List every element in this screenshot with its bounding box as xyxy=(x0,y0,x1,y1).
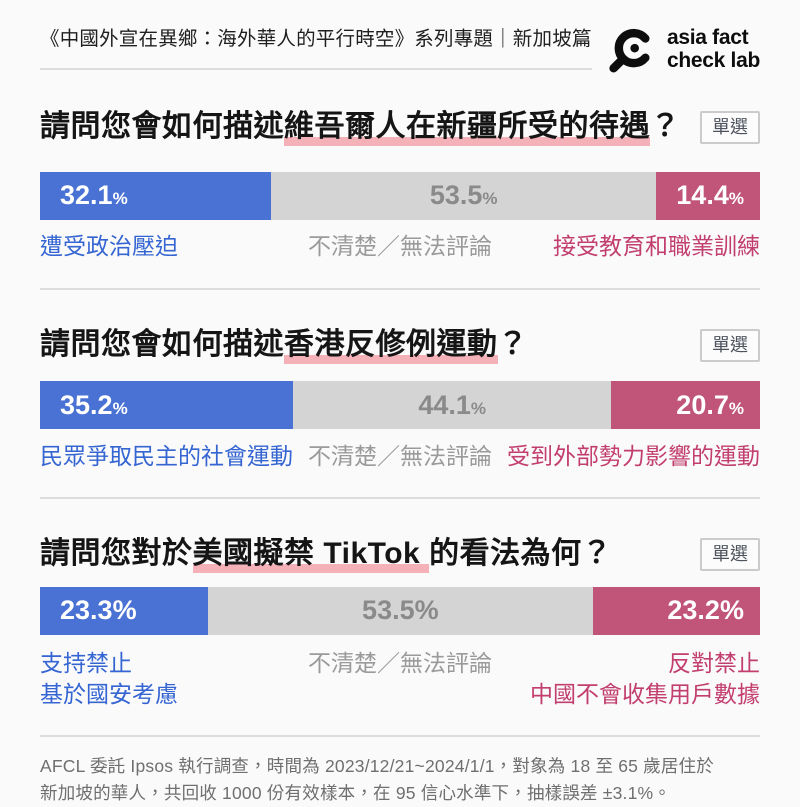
stacked-bar: 35.2% 44.1% 20.7% xyxy=(40,381,760,430)
single-choice-badge: 單選 xyxy=(700,328,760,362)
percent-sign: % xyxy=(728,398,744,418)
question-title-suffix: ？ xyxy=(497,327,528,361)
series-title: 《中國外宣在異鄉：海外華人的平行時空》系列專題｜新加坡篇 xyxy=(40,28,592,50)
bar-segment-pink: 23.2% xyxy=(592,586,760,635)
answer-label-gray: 不清楚／無法評論 xyxy=(308,649,492,676)
percentage-value: 53.5 xyxy=(429,180,483,210)
logo-line1: asia fact xyxy=(666,26,749,50)
section-divider xyxy=(40,734,760,737)
answer-label-gray: 不清楚／無法評論 xyxy=(308,443,492,470)
answer-label-blue: 支持禁止 基於國安考慮 xyxy=(40,649,178,707)
question-title: 請問您會如何描述維吾爾人在新疆所受的待遇？ xyxy=(40,108,681,146)
segment-percentage: 23.3% xyxy=(60,595,137,626)
header-divider xyxy=(40,68,592,71)
question-title-prefix: 請問您對於 xyxy=(40,537,193,571)
answer-label-blue: 遭受政治壓迫 xyxy=(40,232,178,259)
section-divider xyxy=(40,287,760,290)
answer-label-gray: 不清楚／無法評論 xyxy=(308,232,492,259)
single-choice-badge: 單選 xyxy=(700,111,760,145)
logo-line2: check lab xyxy=(666,49,760,72)
percent-sign: % xyxy=(414,595,439,626)
percentage-value: 14.4 xyxy=(676,180,729,210)
magnifier-eye-icon xyxy=(600,20,660,80)
bar-segment-blue: 35.2% xyxy=(40,381,294,430)
percent-sign: % xyxy=(112,398,128,418)
answer-labels: 支持禁止 基於國安考慮 不清楚／無法評論 反對禁止 中國不會收集用戶數據 xyxy=(40,648,760,710)
percent-sign: % xyxy=(728,189,744,208)
footer-line1: AFCL 委託 Ipsos 執行調查，時間為 2023/12/21~2024/1… xyxy=(40,755,714,776)
bar-segment-gray: 53.5% xyxy=(207,586,593,635)
percent-sign: % xyxy=(112,189,128,208)
percent-sign: % xyxy=(719,595,744,626)
question-title-prefix: 請問您會如何描述 xyxy=(40,327,284,361)
segment-percentage: 53.5% xyxy=(362,595,439,626)
question-title-highlighted: 維吾爾人在新疆所受的待遇 xyxy=(284,110,650,146)
question-title-suffix: ？ xyxy=(650,110,681,143)
question-title-highlighted: 香港反修例運動 xyxy=(284,327,498,364)
bar-segment-gray: 44.1% xyxy=(293,381,611,430)
percent-sign: % xyxy=(112,595,137,626)
question-section: 請問您會如何描述香港反修例運動？ 單選 35.2% 44.1% 20.7% 民眾爭取… xyxy=(40,326,760,500)
percent-sign: % xyxy=(482,189,498,208)
stacked-bar: 23.3% 53.5% 23.2% xyxy=(40,586,760,635)
question-section: 請問您對於美國擬禁 TikTok 的看法為何？ 單選 23.3% 53.5% 23.… xyxy=(40,535,760,737)
segment-percentage: 14.4% xyxy=(676,180,744,211)
segment-percentage: 32.1% xyxy=(60,180,128,211)
answer-labels: 民眾爭取民主的社會運動 不清楚／無法評論 受到外部勢力影響的運動 xyxy=(40,441,760,472)
answer-label-pink: 受到外部勢力影響的運動 xyxy=(507,443,760,470)
afcl-logo: asia fact check lab xyxy=(600,20,760,80)
answer-labels: 遭受政治壓迫 不清楚／無法評論 接受教育和職業訓練 xyxy=(40,231,760,262)
percentage-value: 23.3 xyxy=(60,595,113,626)
percentage-value: 32.1 xyxy=(60,180,113,210)
percentage-value: 44.1 xyxy=(418,389,471,420)
bar-segment-pink: 20.7% xyxy=(610,381,760,430)
header: 《中國外宣在異鄉：海外華人的平行時空》系列專題｜新加坡篇 asia fact c… xyxy=(40,0,760,80)
answer-label-pink: 反對禁止 中國不會收集用戶數據 xyxy=(530,649,760,707)
percentage-value: 53.5 xyxy=(362,595,415,626)
segment-percentage: 35.2% xyxy=(60,390,128,421)
segment-percentage: 23.2% xyxy=(667,595,744,626)
segment-percentage: 44.1% xyxy=(418,390,486,421)
segment-percentage: 20.7% xyxy=(676,390,744,421)
percent-sign: % xyxy=(470,398,487,418)
question-title: 請問您會如何描述香港反修例運動？ xyxy=(40,326,528,364)
header-left: 《中國外宣在異鄉：海外華人的平行時空》系列專題｜新加坡篇 xyxy=(40,26,592,71)
survey-methodology-note: AFCL 委託 Ipsos 執行調查，時間為 2023/12/21~2024/1… xyxy=(40,753,760,807)
answer-label-pink: 接受教育和職業訓練 xyxy=(553,232,760,259)
percentage-value: 20.7 xyxy=(676,389,729,420)
answer-label-blue: 民眾爭取民主的社會運動 xyxy=(40,443,293,470)
percentage-value: 35.2 xyxy=(60,389,113,420)
single-choice-badge: 單選 xyxy=(700,538,760,572)
question-title: 請問您對於美國擬禁 TikTok 的看法為何？ xyxy=(40,535,613,574)
segment-percentage: 53.5% xyxy=(430,180,498,211)
question-title-row: 請問您對於美國擬禁 TikTok 的看法為何？ 單選 xyxy=(40,535,760,574)
question-title-row: 請問您會如何描述香港反修例運動？ 單選 xyxy=(40,326,760,364)
percentage-value: 23.2 xyxy=(667,595,720,626)
question-title-highlighted: 美國擬禁 TikTok xyxy=(192,537,430,574)
question-title-suffix: 的看法為何？ xyxy=(429,537,613,571)
bar-segment-pink: 14.4% xyxy=(656,171,760,220)
bar-segment-blue: 23.3% xyxy=(40,586,208,635)
logo-wordmark: asia fact check lab xyxy=(667,27,760,72)
question-title-prefix: 請問您會如何描述 xyxy=(40,110,284,143)
bar-segment-blue: 32.1% xyxy=(40,171,272,220)
section-divider xyxy=(40,497,760,500)
questions: 請問您會如何描述維吾爾人在新疆所受的待遇？ 單選 32.1% 53.5% 14.4%… xyxy=(40,108,760,737)
question-section: 請問您會如何描述維吾爾人在新疆所受的待遇？ 單選 32.1% 53.5% 14.4%… xyxy=(40,108,760,290)
stacked-bar: 32.1% 53.5% 14.4% xyxy=(40,171,760,220)
footer-line2: 新加坡的華人，共回收 1000 份有效樣本，在 95 信心水準下，抽樣誤差 ±3… xyxy=(40,782,671,803)
question-title-row: 請問您會如何描述維吾爾人在新疆所受的待遇？ 單選 xyxy=(40,108,760,146)
bar-segment-gray: 53.5% xyxy=(271,171,657,220)
